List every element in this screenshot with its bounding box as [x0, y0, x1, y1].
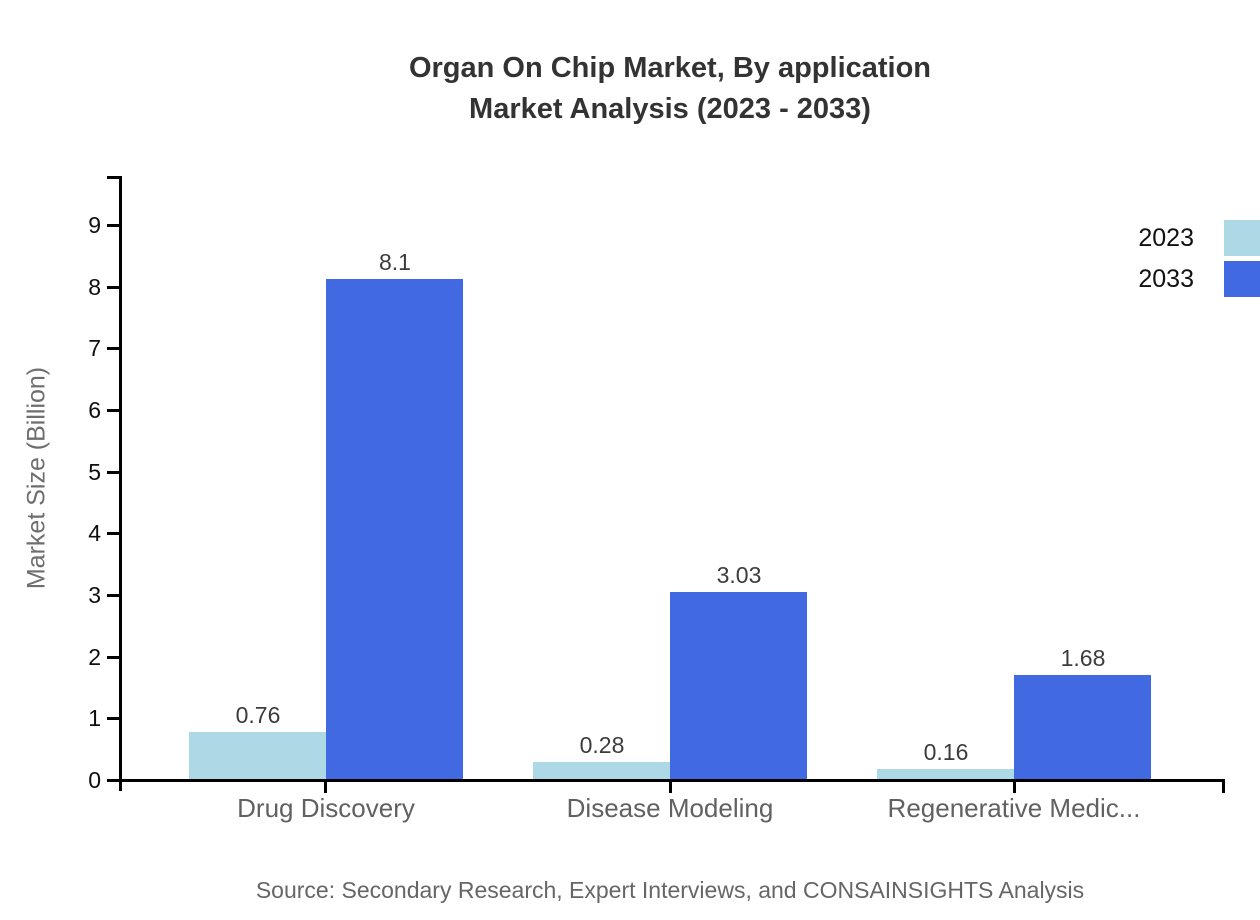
source-note: Source: Secondary Research, Expert Inter…	[255, 877, 1085, 903]
y-tick-label: 2	[88, 644, 101, 670]
chart-title-line2: Market Analysis (2023 - 2033)	[469, 93, 871, 125]
x-axis-end-tick	[1222, 779, 1225, 793]
legend-swatch-2033	[1224, 261, 1260, 297]
x-tick	[324, 782, 327, 793]
y-tick-label: 8	[88, 274, 101, 300]
legend-label-2033: 2033	[1138, 265, 1194, 293]
bar-value-label: 3.03	[716, 562, 762, 588]
y-tick	[107, 224, 119, 227]
y-tick-label: 9	[88, 212, 101, 238]
y-tick	[107, 594, 119, 597]
y-tick	[107, 471, 119, 474]
y-tick	[107, 347, 119, 350]
chart-title: Organ On Chip Market, By application Mar…	[140, 48, 1200, 130]
y-tick-label: 7	[88, 335, 101, 361]
bar-2023-2	[533, 762, 670, 779]
y-tick	[107, 532, 119, 535]
bar-2033-3	[1014, 675, 1151, 779]
bar-value-label: 0.76	[235, 702, 281, 728]
bar-value-label: 0.28	[579, 732, 625, 758]
y-tick-label: 4	[88, 520, 101, 546]
y-axis-line	[119, 176, 122, 791]
y-tick	[107, 656, 119, 659]
y-tick	[107, 286, 119, 289]
category-label: Regenerative Medic...	[887, 793, 1141, 823]
legend-swatch-2023	[1224, 220, 1260, 256]
category-label: Disease Modeling	[566, 793, 774, 823]
x-tick	[1013, 782, 1016, 793]
y-tick-label: 1	[88, 705, 101, 731]
bar-value-label: 1.68	[1060, 645, 1106, 671]
y-tick-label: 0	[88, 767, 101, 793]
y-tick	[107, 409, 119, 412]
bar-value-label: 0.16	[923, 739, 969, 765]
x-tick	[669, 782, 672, 793]
bar-2033-2	[670, 592, 807, 779]
y-axis-end-tick	[107, 176, 119, 179]
y-tick-label: 6	[88, 397, 101, 423]
bar-2023-3	[877, 769, 1014, 779]
legend-label-2023: 2023	[1138, 224, 1194, 252]
y-tick-label: 5	[88, 459, 101, 485]
x-axis-line	[119, 779, 1225, 782]
chart-title-line1: Organ On Chip Market, By application	[408, 52, 932, 84]
bar-2023-1	[189, 732, 326, 779]
y-tick	[107, 717, 119, 720]
bar-2033-1	[326, 279, 463, 779]
category-label: Drug Discovery	[237, 793, 415, 823]
y-tick-label: 3	[88, 582, 101, 608]
y-tick	[107, 779, 119, 782]
bar-value-label: 8.1	[379, 249, 411, 275]
